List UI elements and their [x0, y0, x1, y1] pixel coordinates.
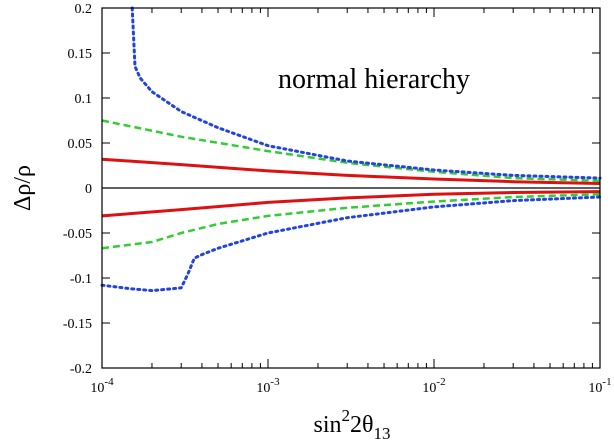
- series-line-dashed-3: [101, 193, 601, 250]
- y-tick-label: 0: [85, 182, 92, 197]
- series-line-solid-0: [101, 157, 601, 185]
- y-tick-label: -0.15: [63, 317, 92, 332]
- x-tick-label: 10-2: [422, 376, 445, 396]
- series-line-dotted-5: [100, 195, 602, 293]
- series-layer: [100, 6, 602, 293]
- y-tick-label: -0.2: [70, 362, 92, 377]
- series-line-dashed-2: [101, 119, 601, 183]
- x-axis-title-main: sin: [313, 412, 341, 438]
- y-tick-label: 0.15: [68, 47, 93, 62]
- x-tick-label: 10-1: [588, 376, 611, 396]
- x-axis-title-sub: 13: [374, 424, 391, 442]
- y-axis-title: Δρ/ρ: [10, 165, 36, 211]
- x-axis-title-sup: 2: [342, 406, 351, 425]
- x-tick-label: 10-4: [90, 376, 114, 396]
- series-line-dotted-4: [130, 6, 602, 180]
- y-tick-label: 0.2: [75, 2, 93, 17]
- y-tick-label: 0.1: [75, 92, 93, 107]
- ticks-layer: 0.2 0.15 0.1 0.05 0 -0.05 -0.1 -0.15 -0.210-4 10-…: [63, 2, 612, 396]
- y-tick-label: -0.05: [63, 227, 92, 242]
- y-tick-label: -0.1: [70, 272, 92, 287]
- x-tick-label: 10-3: [256, 376, 280, 396]
- series-line-solid-1: [101, 190, 601, 218]
- x-axis-title-mid: 2θ: [350, 412, 374, 438]
- x-axis-title: sin22θ13: [313, 406, 390, 442]
- y-tick-label: 0.05: [68, 137, 93, 152]
- annotation-normal-hierarchy: normal hierarchy: [278, 64, 470, 95]
